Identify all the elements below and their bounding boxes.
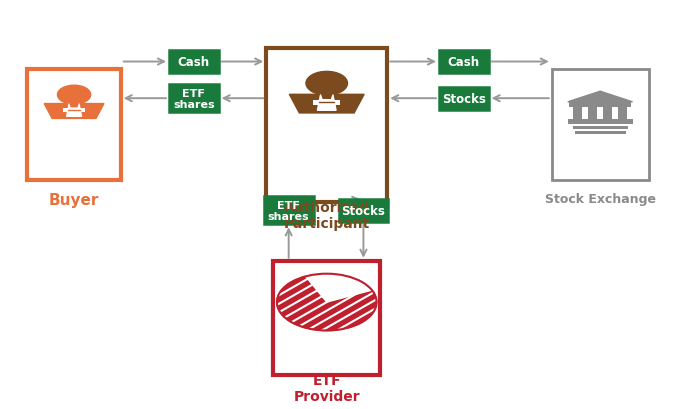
- Polygon shape: [322, 94, 332, 99]
- FancyBboxPatch shape: [169, 51, 219, 74]
- Text: Buyer: Buyer: [49, 192, 99, 207]
- FancyBboxPatch shape: [573, 127, 628, 130]
- FancyBboxPatch shape: [439, 51, 489, 74]
- Polygon shape: [70, 103, 79, 108]
- FancyBboxPatch shape: [569, 102, 631, 108]
- Text: Stock Exchange: Stock Exchange: [545, 192, 655, 205]
- FancyBboxPatch shape: [568, 119, 632, 124]
- FancyBboxPatch shape: [266, 49, 387, 202]
- Text: ETF
Provider: ETF Provider: [293, 373, 360, 403]
- Polygon shape: [67, 105, 81, 117]
- FancyBboxPatch shape: [313, 100, 341, 106]
- FancyBboxPatch shape: [603, 107, 612, 120]
- Text: Stocks: Stocks: [442, 92, 486, 106]
- Polygon shape: [318, 96, 336, 111]
- Text: Cash: Cash: [178, 56, 210, 69]
- FancyBboxPatch shape: [27, 70, 121, 180]
- Text: Stocks: Stocks: [341, 204, 385, 217]
- FancyBboxPatch shape: [575, 132, 626, 135]
- FancyBboxPatch shape: [169, 85, 219, 113]
- Text: ETF
shares: ETF shares: [173, 89, 215, 109]
- Text: Authorized
Participant: Authorized Participant: [284, 200, 370, 230]
- FancyBboxPatch shape: [439, 88, 489, 110]
- FancyBboxPatch shape: [263, 196, 313, 225]
- FancyBboxPatch shape: [63, 108, 85, 113]
- FancyBboxPatch shape: [573, 107, 582, 120]
- FancyBboxPatch shape: [552, 70, 648, 180]
- Circle shape: [58, 86, 90, 105]
- FancyBboxPatch shape: [589, 107, 597, 120]
- Text: ETF
shares: ETF shares: [268, 200, 309, 221]
- Circle shape: [306, 72, 348, 96]
- FancyBboxPatch shape: [273, 261, 380, 375]
- Polygon shape: [568, 92, 632, 103]
- FancyBboxPatch shape: [619, 107, 627, 120]
- Polygon shape: [289, 95, 364, 114]
- Wedge shape: [306, 274, 372, 302]
- Text: Cash: Cash: [448, 56, 480, 69]
- Polygon shape: [44, 104, 104, 119]
- Circle shape: [277, 274, 377, 331]
- FancyBboxPatch shape: [338, 199, 389, 222]
